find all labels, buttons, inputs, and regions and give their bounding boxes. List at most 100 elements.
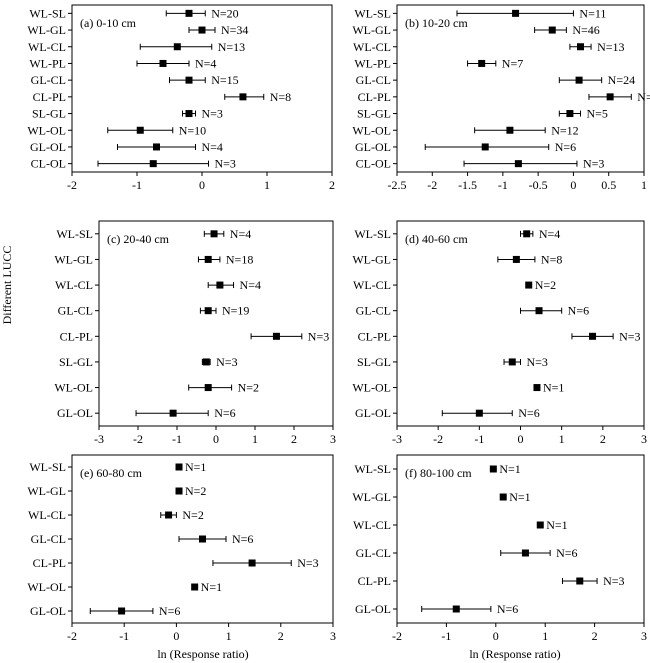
panel-label: (a) 0-10 cm [80, 16, 137, 30]
x-tick-label: -1.5 [458, 178, 477, 192]
category-label: SL-GL [32, 107, 66, 121]
n-label: N=3 [297, 556, 318, 570]
n-label: N=8 [541, 252, 562, 266]
panel-f: (f) 80-100 cm -2 -1 0 1 2 3 WL-SL N=1 WL-GL N=1 WL-… [352, 454, 647, 643]
x-tick-label: -2 [133, 432, 143, 446]
n-label: N=13 [597, 40, 624, 54]
category-label: WL-OL [27, 580, 66, 594]
mean-marker [165, 511, 173, 519]
x-tick-label: -1 [132, 178, 142, 192]
n-label: N=6 [518, 406, 539, 420]
n-label: N=19 [222, 304, 249, 318]
category-label: WL-CL [28, 40, 66, 54]
n-label: N=1 [185, 460, 206, 474]
x-tick-label: -2 [67, 178, 77, 192]
n-label: N=6 [555, 140, 576, 154]
n-label: N=11 [579, 6, 606, 20]
x-tick-label: 0 [570, 178, 576, 192]
n-label: N=7 [502, 56, 523, 70]
panel-label: (f) 80-100 cm [405, 466, 472, 480]
n-label: N=3 [583, 157, 604, 171]
mean-marker [136, 126, 144, 134]
category-label: SL-GL [357, 107, 391, 121]
mean-marker [481, 143, 489, 151]
category-label: SL-GL [59, 355, 93, 369]
category-label: WL-SL [354, 6, 391, 20]
category-label: GL-CL [58, 304, 93, 318]
category-label: WL-PL [29, 56, 66, 70]
panel-label: (c) 20-40 cm [107, 232, 170, 246]
plot-frame [396, 4, 645, 173]
category-label: WL-GL [27, 484, 66, 498]
category-label: CL-PL [358, 329, 391, 343]
x-tick-label: 1 [542, 629, 548, 643]
category-label: WL-GL [352, 490, 391, 504]
category-label: CL-PL [358, 90, 391, 104]
x-tick-label: 2 [592, 629, 598, 643]
mean-marker [216, 281, 224, 289]
category-label: GL-OL [355, 602, 391, 616]
mean-marker [535, 307, 543, 315]
n-label: N=3 [603, 574, 624, 588]
x-tick-label: -2 [427, 178, 437, 192]
category-label: WL-PL [354, 56, 391, 70]
panel-a: (a) 0-10 cm -2 -1 0 1 2 WL-SL N=20 WL-GL N=34 WL-C… [27, 4, 335, 192]
mean-marker [489, 465, 497, 473]
category-label: CL-PL [33, 90, 66, 104]
n-label: N=4 [539, 227, 560, 241]
x-tick-label: -1 [172, 432, 182, 446]
mean-marker [508, 358, 516, 366]
n-label: N=6 [568, 304, 589, 318]
panel-c: (c) 20-40 cm -3 -2 -1 0 1 2 3 WL-SL N=4 WL-GL N=18 W… [54, 220, 336, 446]
n-label: N=15 [211, 73, 238, 87]
x-tick-label: 1 [226, 629, 232, 643]
n-label: N=13 [218, 40, 245, 54]
mean-marker [185, 9, 193, 17]
x-tick-label: 0 [518, 432, 524, 446]
n-label: N=4 [230, 227, 251, 241]
mean-marker [514, 160, 522, 168]
panel-e: (e) 60-80 cm -2 -1 0 1 2 3 WL-SL N=1 WL-GL N=2 WL-C… [27, 454, 336, 643]
mean-marker [452, 605, 460, 613]
mean-marker [512, 9, 520, 17]
x-tick-label: -2.5 [388, 178, 407, 192]
category-label: GL-CL [356, 73, 391, 87]
n-label: N=6 [232, 532, 253, 546]
category-label: CL-OL [31, 157, 66, 171]
mean-marker [175, 487, 183, 495]
category-label: WL-CL [28, 508, 66, 522]
mean-marker [548, 26, 556, 34]
category-label: WL-CL [55, 278, 93, 292]
mean-marker [566, 110, 574, 118]
category-label: CL-OL [356, 157, 391, 171]
x-tick-label: 3 [641, 629, 647, 643]
x-tick-label: 3 [330, 432, 336, 446]
n-label: N=8 [270, 90, 291, 104]
mean-marker [272, 332, 280, 340]
mean-marker [499, 493, 507, 501]
mean-marker [475, 409, 483, 417]
mean-marker [606, 93, 614, 101]
category-label: GL-CL [31, 532, 66, 546]
n-label: N=9 [637, 90, 650, 104]
category-label: WL-CL [353, 518, 391, 532]
mean-marker [169, 409, 177, 417]
mean-marker [512, 255, 520, 263]
category-label: WL-SL [29, 6, 66, 20]
x-tick-label: -2 [392, 629, 402, 643]
n-label: N=34 [221, 23, 248, 37]
mean-marker [576, 577, 584, 585]
n-label: N=1 [546, 518, 567, 532]
category-label: GL-CL [356, 304, 391, 318]
category-label: GL-OL [355, 140, 391, 154]
mean-marker [239, 93, 247, 101]
category-label: WL-SL [56, 227, 93, 241]
category-label: WL-OL [352, 123, 391, 137]
category-label: WL-GL [352, 252, 391, 266]
mean-marker [204, 307, 212, 315]
mean-marker [175, 463, 183, 471]
x-tick-label: 1 [641, 178, 647, 192]
category-label: CL-PL [33, 556, 66, 570]
mean-marker [248, 559, 256, 567]
n-label: N=6 [556, 546, 577, 560]
